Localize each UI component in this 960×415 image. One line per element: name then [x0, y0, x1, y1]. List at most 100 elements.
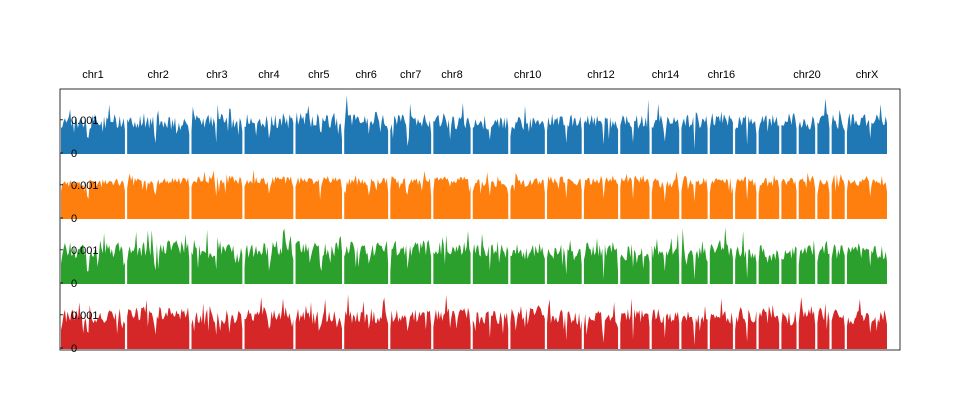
coverage-area-track-4-chr9 [472, 310, 509, 349]
plot-frame [59, 88, 901, 351]
chromosome-label-chr14: chr14 [652, 69, 680, 81]
chromosome-label-chr10: chr10 [514, 69, 542, 81]
coverage-area-track-1-chr13 [620, 99, 650, 154]
coverage-area-track-1-chr7 [390, 103, 432, 154]
coverage-area-track-4-chr16 [709, 298, 733, 349]
coverage-area-track-1-chr21 [817, 98, 830, 154]
coverage-area-track-4-chr6 [344, 294, 389, 349]
chromosome-label-chr2: chr2 [147, 69, 168, 81]
y-tick-label-track-3: 0.001 [71, 245, 99, 257]
coverage-track-3: 0 0.001 [60, 227, 887, 290]
coverage-area-track-4-chr4 [244, 296, 294, 349]
coverage-area-track-1-chr12 [583, 114, 619, 154]
coverage-area-track-1-chr15 [681, 112, 708, 154]
chromosome-label-chr5: chr5 [308, 69, 329, 81]
coverage-area-track-3-chr10 [510, 242, 545, 284]
coverage-area-track-3-chr4 [244, 228, 294, 284]
chromosome-label-chr6: chr6 [355, 69, 376, 81]
coverage-area-track-2-chr7 [390, 171, 432, 219]
y-tick-label-track-2: 0.001 [71, 180, 99, 192]
coverage-area-track-1-chr1 [61, 104, 125, 154]
coverage-area-track-3-chr5 [295, 236, 343, 284]
coverage-area-track-1-chrX [846, 104, 887, 154]
coverage-area-track-2-chr21 [817, 179, 830, 219]
coverage-area-track-2-chr20 [798, 172, 816, 219]
coverage-area-track-4-chr2 [127, 299, 190, 349]
coverage-area-track-2-chrX [846, 175, 887, 219]
coverage-area-track-4-chr20 [798, 297, 816, 349]
coverage-track-2: 0 0.001 [60, 169, 887, 225]
coverage-area-track-4-chr14 [651, 308, 680, 349]
coverage-area-track-4-chr11 [547, 299, 582, 349]
coverage-area-track-1-chr14 [651, 103, 680, 154]
coverage-area-track-1-chr4 [244, 113, 294, 154]
coverage-area-track-2-chr19 [781, 177, 797, 219]
coverage-area-track-2-chr9 [472, 172, 509, 219]
coverage-area-track-3-chrX [846, 242, 887, 284]
coverage-area-track-4-chr13 [620, 298, 650, 349]
coverage-tracks: 0 0.001 0 0.001 0 0.001 0 0.001 [60, 95, 887, 355]
coverage-area-track-4-chr18 [758, 304, 780, 349]
coverage-area-track-4-chr19 [781, 310, 797, 349]
coverage-area-track-2-chr6 [344, 175, 389, 219]
coverage-area-track-1-chr19 [781, 112, 797, 154]
y-tick-label-track-4: 0 [71, 343, 77, 355]
coverage-area-track-1-chr6 [344, 95, 389, 154]
coverage-area-track-1-chr8 [433, 102, 471, 154]
y-tick-label-track-1: 0 [71, 148, 77, 160]
coverage-area-track-2-chr1 [61, 178, 125, 219]
y-tick-label-track-1: 0.001 [71, 115, 99, 127]
y-tick-label-track-4: 0.001 [71, 310, 99, 322]
coverage-area-track-1-chr10 [510, 105, 545, 154]
coverage-area-track-2-chr3 [191, 170, 243, 219]
coverage-track-1: 0 0.001 [60, 95, 887, 160]
coverage-area-track-3-chr2 [127, 229, 190, 284]
chromosome-label-chr20: chr20 [793, 69, 821, 81]
coverage-area-track-4-chr8 [433, 294, 471, 349]
chromosome-label-chr3: chr3 [206, 69, 227, 81]
coverage-area-track-3-chr14 [651, 233, 680, 284]
coverage-area-track-3-chr12 [583, 237, 619, 284]
coverage-area-track-4-chr1 [61, 302, 125, 349]
coverage-area-track-3-chr11 [547, 239, 582, 284]
coverage-area-track-2-chr2 [127, 173, 190, 219]
y-tick-label-track-3: 0 [71, 278, 77, 290]
coverage-area-track-4-chr22 [831, 309, 845, 349]
coverage-area-track-3-chr18 [758, 244, 780, 284]
coverage-area-track-2-chr8 [433, 176, 471, 219]
coverage-area-track-4-chr7 [390, 309, 432, 349]
coverage-area-track-3-chr19 [781, 246, 797, 284]
coverage-area-track-4-chr5 [295, 299, 343, 349]
coverage-area-track-1-chr2 [127, 110, 190, 154]
coverage-area-track-3-chr17 [735, 230, 757, 284]
coverage-area-track-3-chr9 [472, 233, 509, 284]
chromosome-label-chr4: chr4 [258, 69, 279, 81]
coverage-area-track-2-chr16 [709, 177, 733, 219]
chromosome-label-chr8: chr8 [441, 69, 462, 81]
chromosome-labels: chr1 chr2 chr3 chr4 chr5 chr6 chr7 chr8 chr10 chr… [82, 69, 879, 81]
coverage-area-track-4-chr21 [817, 302, 830, 349]
coverage-area-track-3-chr1 [61, 233, 125, 284]
coverage-area-track-1-chr20 [798, 116, 816, 154]
coverage-area-track-1-chr3 [191, 104, 243, 154]
coverage-area-track-1-chr16 [709, 111, 733, 154]
chromosome-label-chrX: chrX [856, 69, 879, 81]
coverage-area-track-2-chr12 [583, 175, 619, 219]
coverage-area-track-2-chr18 [758, 174, 780, 219]
coverage-area-track-3-chr13 [620, 243, 650, 284]
coverage-area-track-3-chr21 [817, 240, 830, 284]
coverage-area-track-1-chr18 [758, 114, 780, 154]
coverage-area-track-2-chr22 [831, 173, 845, 219]
coverage-area-track-1-chr17 [735, 115, 757, 154]
coverage-area-track-3-chr15 [681, 228, 708, 284]
coverage-area-track-3-chr22 [831, 243, 845, 284]
coverage-area-track-1-chr11 [547, 113, 582, 154]
coverage-area-track-1-chr5 [295, 105, 343, 154]
coverage-area-track-2-chr15 [681, 175, 708, 219]
coverage-area-track-1-chr22 [831, 109, 845, 154]
coverage-area-track-2-chr5 [295, 176, 343, 219]
coverage-area-track-3-chr6 [344, 240, 389, 284]
coverage-area-track-1-chr9 [472, 115, 509, 154]
